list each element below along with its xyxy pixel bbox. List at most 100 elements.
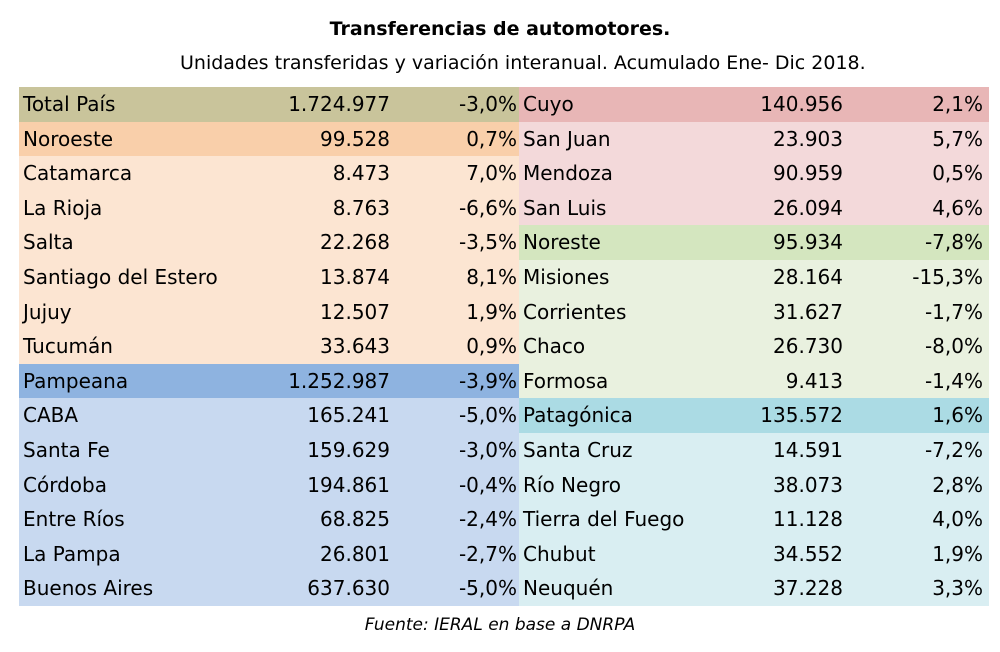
right-region-name: Cuyo (519, 87, 751, 122)
left-region-name: Buenos Aires (19, 571, 269, 606)
left-variation: -0,4% (394, 467, 519, 503)
left-units: 68.825 (269, 502, 394, 537)
table-row: CABA 165.241 -5,0% Patagónica 135.572 1,… (19, 398, 989, 433)
right-region-name: Santa Cruz (519, 432, 751, 468)
left-region-name: Pampeana (19, 363, 269, 399)
left-units: 637.630 (269, 571, 394, 606)
right-variation: 0,5% (847, 156, 989, 191)
left-units: 33.643 (269, 329, 394, 364)
right-units: 31.627 (751, 294, 847, 330)
right-region-name: Tierra del Fuego (519, 502, 751, 537)
left-region-name: Catamarca (19, 156, 269, 191)
left-region-name: Entre Ríos (19, 502, 269, 537)
table-title: Transferencias de automotores. (329, 18, 671, 40)
right-units: 26.094 (751, 190, 847, 226)
left-units: 194.861 (269, 467, 394, 503)
left-variation: 7,0% (394, 156, 519, 191)
left-variation: -2,7% (394, 536, 519, 572)
right-variation: -1,7% (847, 294, 989, 330)
left-variation: -3,5% (394, 225, 519, 260)
table-row: Catamarca 8.473 7,0% Mendoza 90.959 0,5% (19, 156, 989, 191)
right-units: 9.413 (751, 363, 847, 399)
left-units: 99.528 (269, 121, 394, 157)
table-row: Pampeana 1.252.987 -3,9% Formosa 9.413 -… (19, 363, 989, 399)
right-region-name: Chaco (519, 329, 751, 364)
right-region-name: San Juan (519, 121, 751, 157)
left-units: 165.241 (269, 398, 394, 433)
right-units: 11.128 (751, 502, 847, 537)
left-region-name: La Pampa (19, 536, 269, 572)
table-row: Noroeste 99.528 0,7% San Juan 23.903 5,7… (19, 121, 989, 157)
table-row: Santa Fe 159.629 -3,0% Santa Cruz 14.591… (19, 432, 989, 468)
right-units: 34.552 (751, 536, 847, 572)
right-variation: 4,6% (847, 190, 989, 226)
left-variation: -3,0% (394, 432, 519, 468)
left-variation: 1,9% (394, 294, 519, 330)
left-region-name: Total País (19, 87, 269, 122)
left-units: 1.724.977 (269, 87, 394, 122)
right-units: 90.959 (751, 156, 847, 191)
right-region-name: Chubut (519, 536, 751, 572)
left-units: 1.252.987 (269, 363, 394, 399)
left-variation: -6,6% (394, 190, 519, 226)
right-region-name: Noreste (519, 225, 751, 260)
left-region-name: Santiago del Estero (19, 259, 269, 295)
left-region-name: Jujuy (19, 294, 269, 330)
right-region-name: Mendoza (519, 156, 751, 191)
right-variation: 4,0% (847, 502, 989, 537)
table-row: La Rioja 8.763 -6,6% San Luis 26.094 4,6… (19, 190, 989, 226)
left-variation: -2,4% (394, 502, 519, 537)
left-region-name: Tucumán (19, 329, 269, 364)
right-variation: -15,3% (847, 259, 989, 295)
left-variation: -3,9% (394, 363, 519, 399)
table-row: La Pampa 26.801 -2,7% Chubut 34.552 1,9% (19, 536, 989, 572)
left-variation: 0,9% (394, 329, 519, 364)
left-variation: -5,0% (394, 398, 519, 433)
table-subtitle: Unidades transferidas y variación intera… (180, 52, 866, 74)
right-variation: -7,8% (847, 225, 989, 260)
table-row: Entre Ríos 68.825 -2,4% Tierra del Fuego… (19, 502, 989, 537)
left-region-name: La Rioja (19, 190, 269, 226)
right-variation: -7,2% (847, 432, 989, 468)
table-row: Santiago del Estero 13.874 8,1% Misiones… (19, 259, 989, 295)
right-region-name: Neuquén (519, 571, 751, 606)
left-units: 13.874 (269, 259, 394, 295)
left-units: 159.629 (269, 432, 394, 468)
right-units: 140.956 (751, 87, 847, 122)
right-region-name: Misiones (519, 259, 751, 295)
left-region-name: Salta (19, 225, 269, 260)
right-units: 37.228 (751, 571, 847, 606)
right-region-name: Formosa (519, 363, 751, 399)
right-units: 14.591 (751, 432, 847, 468)
left-units: 26.801 (269, 536, 394, 572)
left-region-name: Córdoba (19, 467, 269, 503)
left-variation: -5,0% (394, 571, 519, 606)
right-units: 135.572 (751, 398, 847, 433)
right-variation: 2,1% (847, 87, 989, 122)
right-units: 26.730 (751, 329, 847, 364)
left-region-name: CABA (19, 398, 269, 433)
left-variation: -3,0% (394, 87, 519, 122)
right-variation: 2,8% (847, 467, 989, 503)
right-variation: 5,7% (847, 121, 989, 157)
table-row: Total País 1.724.977 -3,0% Cuyo 140.956 … (19, 87, 989, 122)
right-variation: -1,4% (847, 363, 989, 399)
table-row: Salta 22.268 -3,5% Noreste 95.934 -7,8% (19, 225, 989, 260)
left-variation: 0,7% (394, 121, 519, 157)
left-units: 8.473 (269, 156, 394, 191)
right-region-name: Patagónica (519, 398, 751, 433)
right-units: 95.934 (751, 225, 847, 260)
left-region-name: Santa Fe (19, 432, 269, 468)
left-units: 8.763 (269, 190, 394, 226)
right-variation: 3,3% (847, 571, 989, 606)
right-variation: -8,0% (847, 329, 989, 364)
right-units: 23.903 (751, 121, 847, 157)
table-row: Buenos Aires 637.630 -5,0% Neuquén 37.22… (19, 571, 989, 606)
right-region-name: Corrientes (519, 294, 751, 330)
left-region-name: Noroeste (19, 121, 269, 157)
right-variation: 1,9% (847, 536, 989, 572)
right-region-name: San Luis (519, 190, 751, 226)
table-row: Córdoba 194.861 -0,4% Río Negro 38.073 2… (19, 467, 989, 503)
transfer-table: Total País 1.724.977 -3,0% Cuyo 140.956 … (19, 87, 989, 606)
right-units: 38.073 (751, 467, 847, 503)
